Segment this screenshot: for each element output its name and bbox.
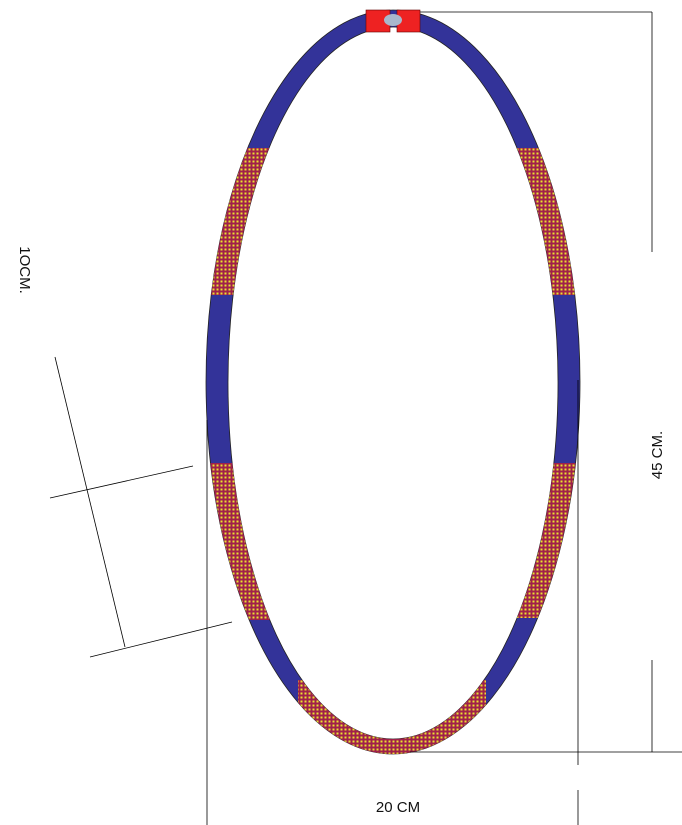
hoop xyxy=(205,9,581,755)
wrapped-sections xyxy=(206,148,581,754)
dimension-lines xyxy=(49,11,682,825)
width-label: 20 CM xyxy=(376,799,420,816)
height-label: 45 CM. xyxy=(649,431,666,479)
side-label: 1OCM. xyxy=(16,246,33,294)
